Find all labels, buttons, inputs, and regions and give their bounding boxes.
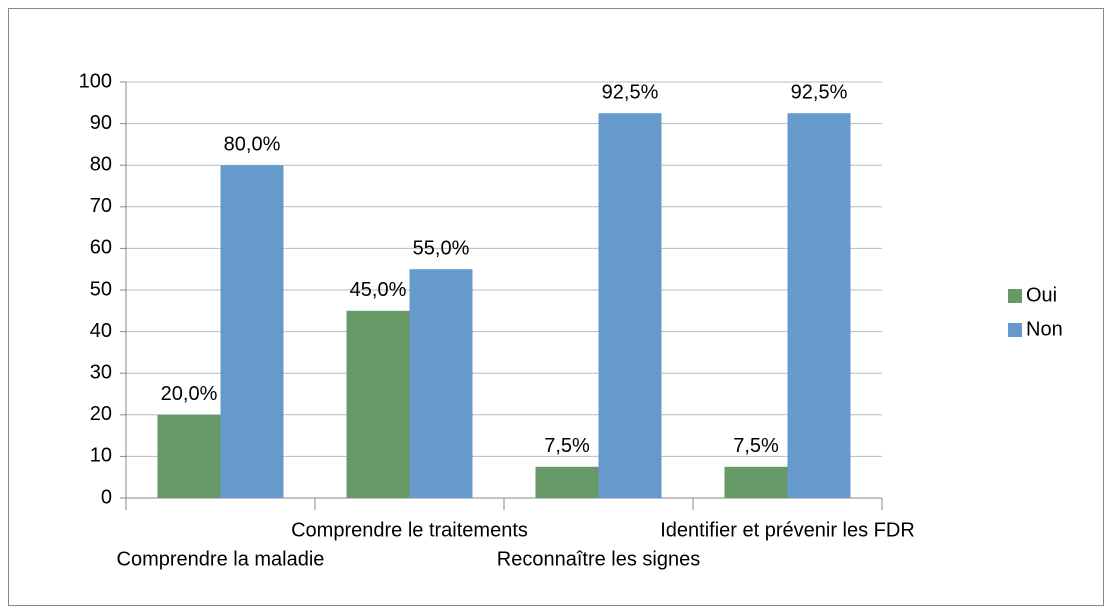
- y-tick-label: 0: [101, 486, 112, 508]
- y-tick-label: 70: [90, 195, 112, 217]
- y-tick-label: 100: [79, 70, 112, 92]
- legend-swatch: [1008, 289, 1022, 303]
- bar: [598, 113, 662, 498]
- bar: [157, 414, 221, 498]
- y-tick-label: 10: [90, 445, 112, 467]
- bar: [724, 466, 788, 498]
- data-label: 7,5%: [544, 435, 590, 457]
- y-tick-label: 60: [90, 237, 112, 259]
- legend-label: Oui: [1026, 284, 1057, 306]
- data-label: 92,5%: [602, 81, 659, 103]
- data-label: 80,0%: [224, 133, 281, 155]
- y-tick-label: 50: [90, 278, 112, 300]
- y-tick-label: 20: [90, 403, 112, 425]
- y-tick-label: 40: [90, 320, 112, 342]
- data-label: 7,5%: [733, 435, 779, 457]
- x-tick-label: Comprendre la maladie: [117, 548, 325, 570]
- bar: [787, 113, 851, 498]
- y-tick-label: 30: [90, 361, 112, 383]
- y-tick-label: 80: [90, 153, 112, 175]
- bar: [409, 269, 473, 498]
- y-tick-label: 90: [90, 112, 112, 134]
- x-tick-label: Comprendre le traitements: [291, 519, 528, 541]
- x-tick-label: Reconnaître les signes: [497, 548, 700, 570]
- x-tick-label: Identifier et prévenir les FDR: [660, 519, 915, 541]
- bar: [220, 165, 284, 498]
- chart-border: [8, 8, 1104, 606]
- legend-label: Non: [1026, 318, 1063, 340]
- data-label: 45,0%: [350, 279, 407, 301]
- data-label: 55,0%: [413, 237, 470, 259]
- data-label: 92,5%: [791, 81, 848, 103]
- legend-swatch: [1008, 323, 1022, 337]
- data-label: 20,0%: [161, 383, 218, 405]
- bar: [346, 310, 410, 498]
- bar: [535, 466, 599, 498]
